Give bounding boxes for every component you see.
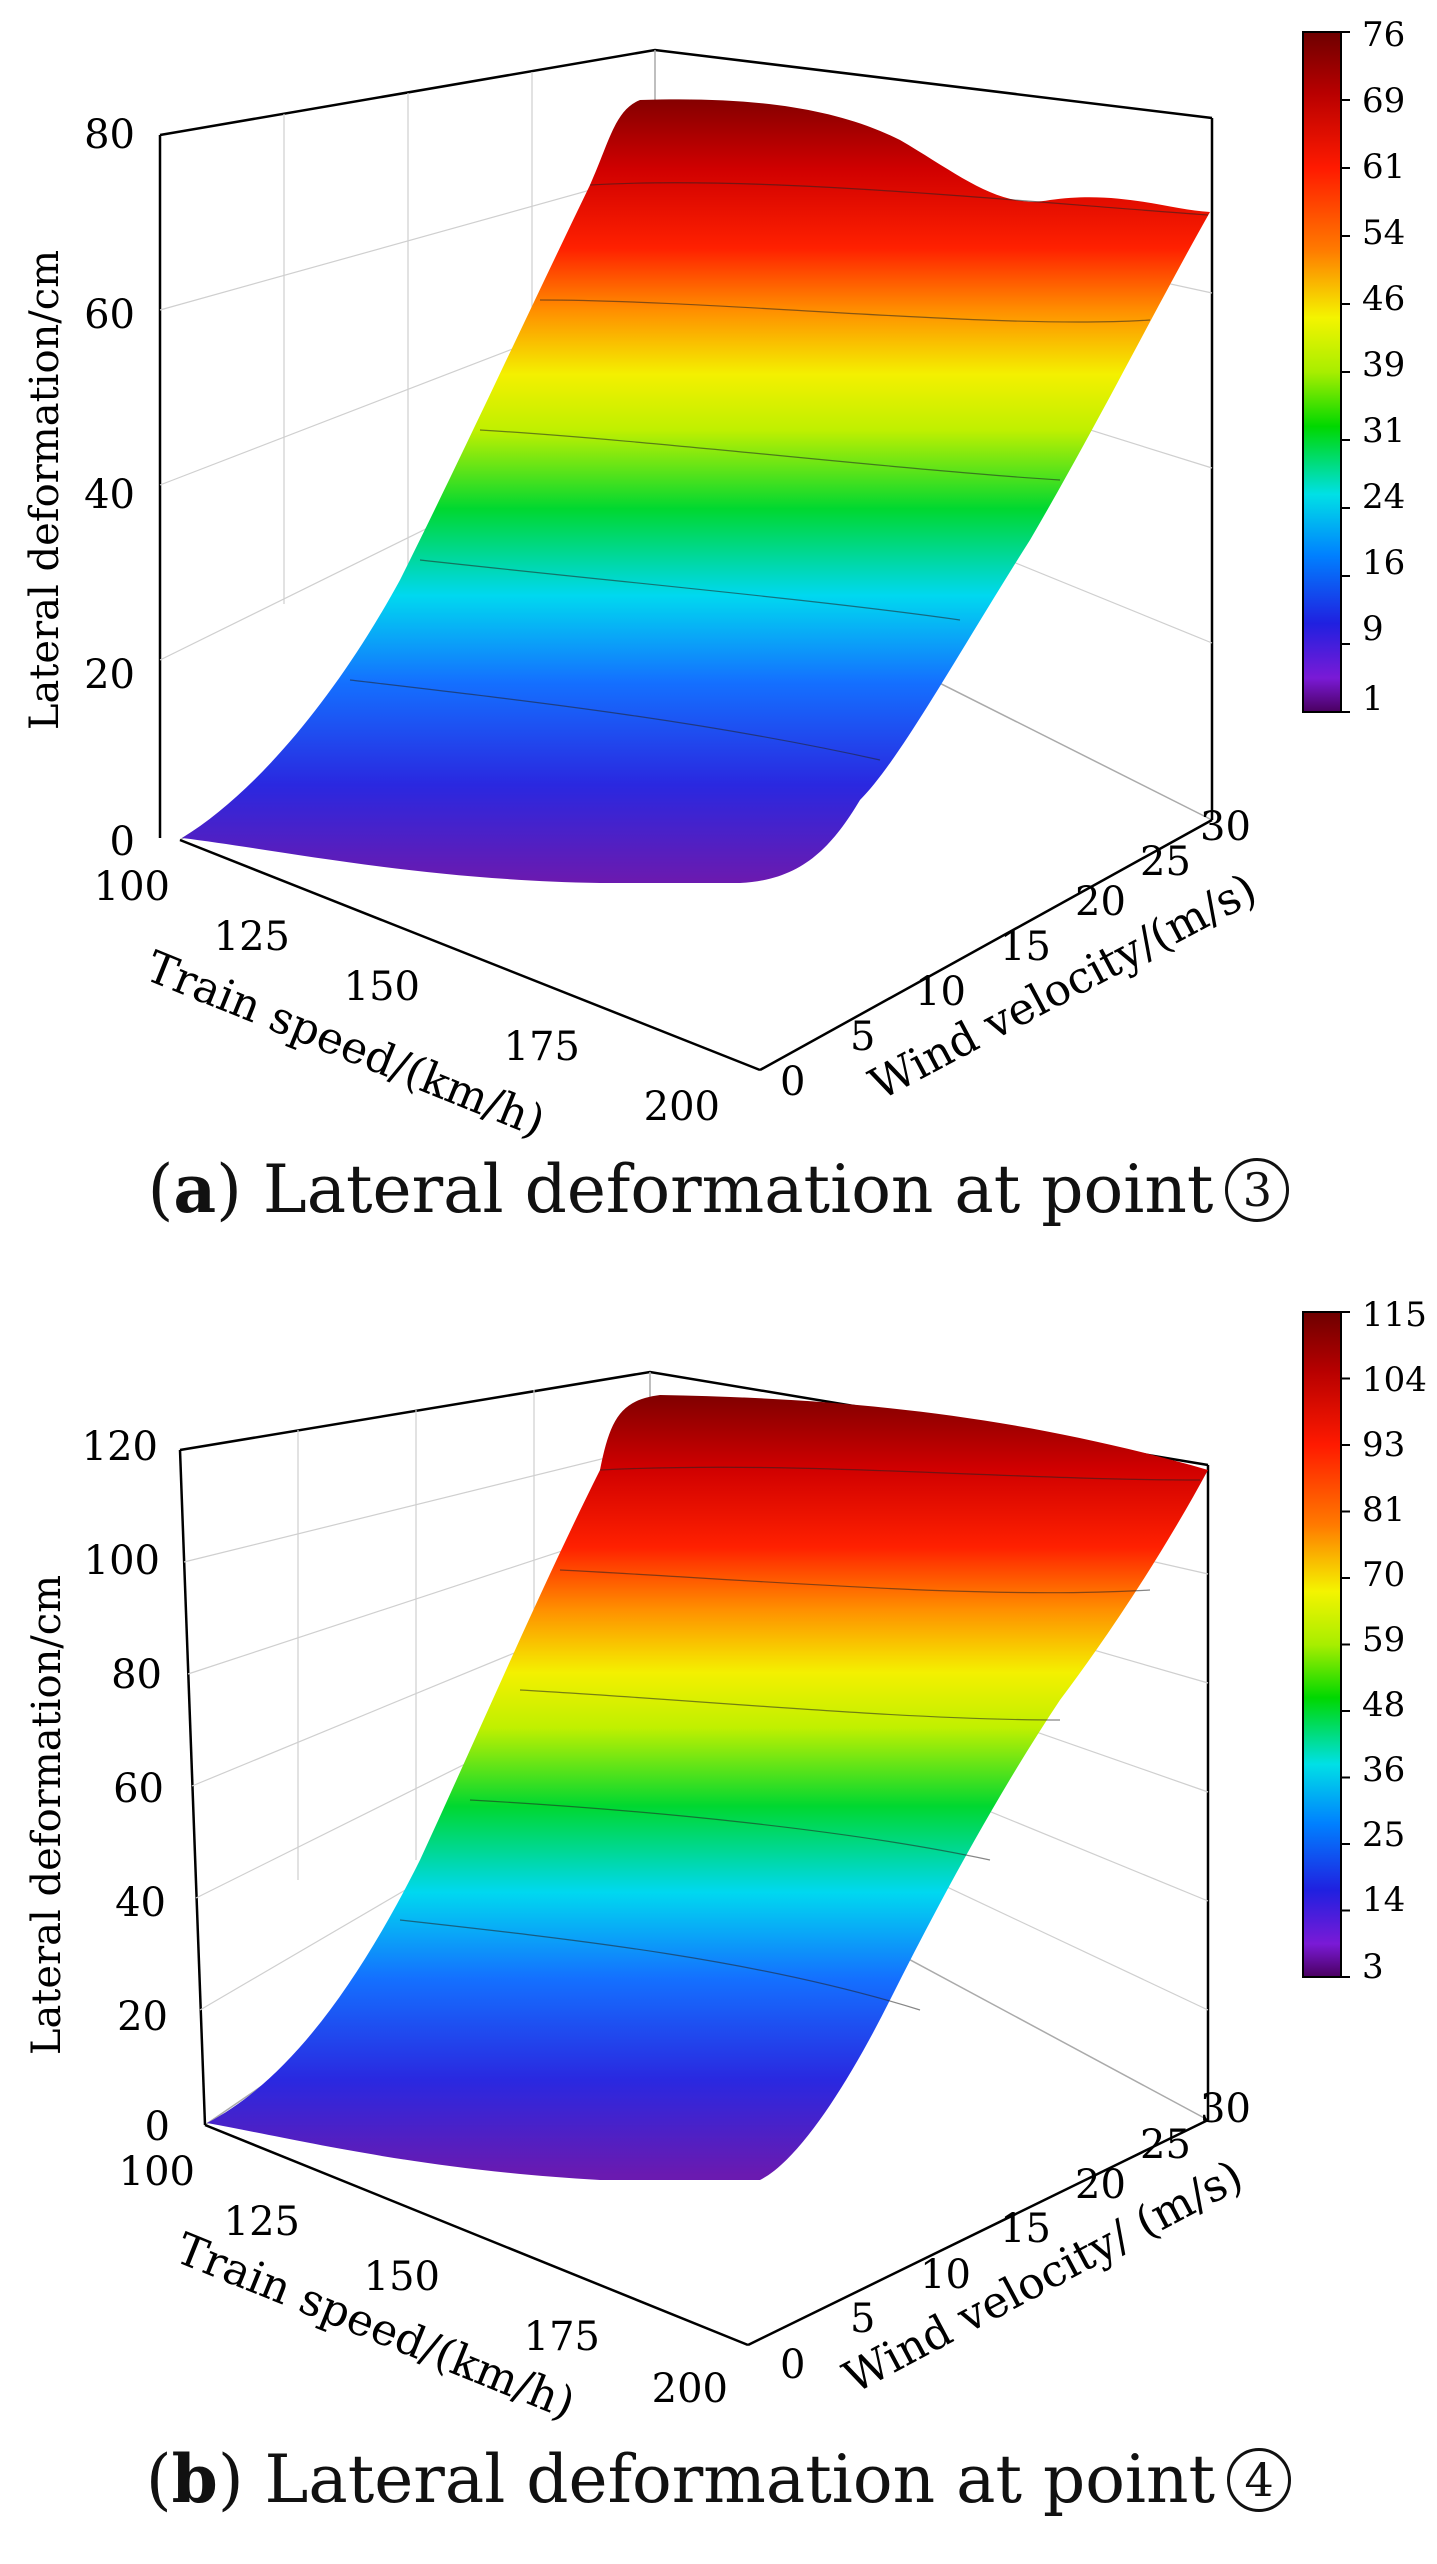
colorbar-tick-label: 54 xyxy=(1362,213,1405,253)
colorbar-tick-label: 93 xyxy=(1362,1425,1405,1465)
y-tick-label: 30 xyxy=(1200,2086,1251,2132)
y-axis-title: Wind velocity/ (m/s) xyxy=(835,2150,1251,2403)
colorbar-tick-label: 76 xyxy=(1362,15,1405,55)
z-tick-label: 20 xyxy=(117,1994,168,2040)
z-tick-label: 40 xyxy=(115,1880,166,1926)
z-tick-label: 0 xyxy=(110,819,135,865)
point-marker-icon: 3 xyxy=(1225,1158,1290,1222)
colorbar-tick-label: 3 xyxy=(1362,1947,1384,1987)
panel-a-y-axis: 0 5 10 15 20 25 30 Wind velocity/(m/s) xyxy=(780,804,1265,1111)
point-marker-icon: 4 xyxy=(1227,2448,1292,2512)
z-tick-label: 80 xyxy=(111,1652,162,1698)
z-tick-label: 100 xyxy=(84,1538,160,1584)
y-tick-label: 5 xyxy=(850,1014,875,1060)
colorbar-tick-label: 59 xyxy=(1362,1620,1405,1660)
colorbar-tick-label: 36 xyxy=(1362,1750,1405,1790)
colorbar-tick-label: 81 xyxy=(1362,1490,1405,1530)
y-tick-label: 25 xyxy=(1140,2122,1191,2168)
y-tick-label: 15 xyxy=(1000,924,1051,970)
z-tick-label: 120 xyxy=(82,1424,158,1470)
colorbar-tick-label: 61 xyxy=(1362,147,1405,187)
colorbar-tick-label: 25 xyxy=(1362,1815,1405,1855)
colorbar-tick-label: 31 xyxy=(1362,411,1405,451)
colorbar-tick-label: 9 xyxy=(1362,609,1384,649)
z-tick-label: 20 xyxy=(84,652,135,698)
colorbar-tick-label: 115 xyxy=(1362,1295,1427,1335)
colorbar-tick-label: 16 xyxy=(1362,543,1405,583)
panel-a-caption: (a) Lateral deformation at point 3 xyxy=(0,1150,1437,1228)
panel-a-caption-text: Lateral deformation at point xyxy=(262,1151,1214,1228)
x-tick-label: 175 xyxy=(524,2314,600,2360)
colorbar-tick-label: 48 xyxy=(1362,1685,1405,1725)
z-tick-label: 60 xyxy=(113,1766,164,1812)
colorbar-tick-label: 24 xyxy=(1362,477,1405,517)
panel-a-label: a xyxy=(173,1150,217,1228)
panel-a-contour-lines xyxy=(349,182,1209,761)
y-tick-label: 15 xyxy=(1000,2206,1051,2252)
y-tick-label: 0 xyxy=(780,2342,805,2388)
panel-b-z-axis: 120 100 80 60 40 20 0 Lateral deformatio… xyxy=(24,1424,170,2150)
panel-b-y-axis: 0 5 10 15 20 25 30 Wind velocity/ (m/s) xyxy=(780,2086,1251,2404)
panel-b-caption-text: Lateral deformation at point xyxy=(264,2441,1216,2518)
colorbar-tick-label: 14 xyxy=(1362,1880,1405,1920)
colorbar-gradient xyxy=(1302,1311,1342,1978)
y-tick-label: 10 xyxy=(920,2252,971,2298)
x-tick-label: 150 xyxy=(364,2254,440,2300)
colorbar-tick-label: 70 xyxy=(1362,1555,1405,1595)
y-tick-label: 20 xyxy=(1075,879,1126,925)
panel-b-caption: (b) Lateral deformation at point 4 xyxy=(0,2440,1437,2518)
panel-a-x-axis: 100 125 150 175 200 Train speed/(km/h) xyxy=(94,864,720,1148)
panel-b-label: b xyxy=(171,2440,218,2518)
x-tick-label: 100 xyxy=(94,864,170,910)
z-tick-label: 40 xyxy=(84,472,135,518)
z-axis-title: Lateral deformation/cm xyxy=(22,250,68,730)
z-axis-title: Lateral deformation/cm xyxy=(24,1575,70,2055)
colorbar-gradient xyxy=(1302,31,1342,713)
y-tick-label: 20 xyxy=(1075,2162,1126,2208)
y-tick-label: 25 xyxy=(1140,839,1191,885)
panel-a-colorbar: 76 69 61 54 46 39 31 24 16 9 1 xyxy=(1302,15,1405,719)
z-tick-label: 80 xyxy=(84,112,135,158)
y-tick-label: 5 xyxy=(850,2296,875,2342)
x-tick-label: 125 xyxy=(224,2199,300,2245)
panel-b-contour-lines xyxy=(399,1466,1201,2011)
y-tick-label: 30 xyxy=(1200,804,1251,850)
colorbar-tick-label: 104 xyxy=(1362,1360,1427,1400)
z-tick-label: 0 xyxy=(145,2104,170,2150)
z-tick-label: 60 xyxy=(84,292,135,338)
x-tick-label: 100 xyxy=(119,2149,195,2195)
x-tick-label: 200 xyxy=(652,2366,728,2412)
x-tick-label: 150 xyxy=(344,964,420,1010)
colorbar-tick-label: 69 xyxy=(1362,81,1405,121)
x-tick-label: 125 xyxy=(214,914,290,960)
gridline xyxy=(183,1446,651,1563)
panel-b-surface-face xyxy=(207,1395,1208,2180)
x-tick-label: 200 xyxy=(644,1084,720,1130)
panel-b-chart: 120 100 80 60 40 20 0 Lateral deformatio… xyxy=(24,1295,1427,2430)
panel-a-surface-face xyxy=(182,99,1210,883)
x-tick-label: 175 xyxy=(504,1024,580,1070)
panel-b-x-axis: 100 125 150 175 200 Train speed/(km/h) xyxy=(119,2149,728,2430)
panel-b-colorbar: 115 104 93 81 70 59 48 36 25 14 3 xyxy=(1302,1295,1427,1987)
colorbar-tick-label: 1 xyxy=(1362,679,1384,719)
panel-a-chart: 80 60 40 20 0 Lateral deformation/cm 100… xyxy=(22,15,1405,1148)
panel-a-z-axis: 80 60 40 20 0 Lateral deformation/cm xyxy=(22,112,135,865)
colorbar-tick-label: 39 xyxy=(1362,345,1405,385)
y-tick-label: 10 xyxy=(915,969,966,1015)
colorbar-tick-label: 46 xyxy=(1362,279,1405,319)
y-tick-label: 0 xyxy=(780,1059,805,1105)
